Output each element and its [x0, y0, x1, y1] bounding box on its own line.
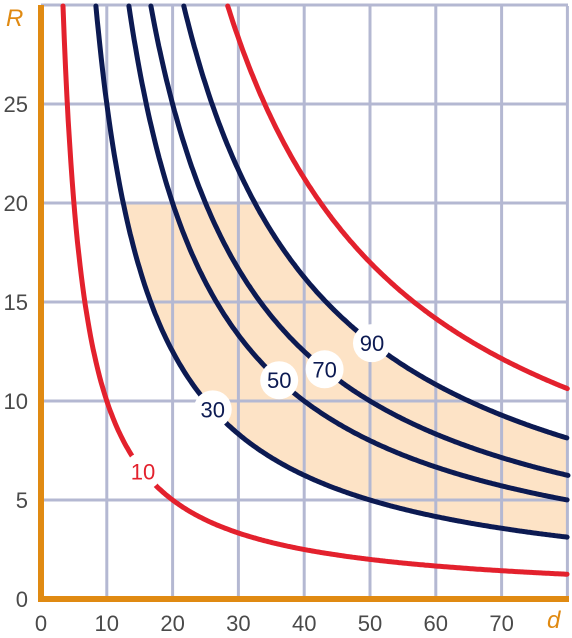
x-tick-label-70: 70 [489, 611, 513, 636]
y-tick-label-15: 15 [4, 290, 28, 315]
series-label-gap-70 [305, 350, 344, 389]
series-label-gap-10 [123, 452, 162, 491]
axes [38, 5, 569, 602]
x-tick-label-50: 50 [358, 611, 382, 636]
grid [41, 3, 569, 599]
x-tick-label-0: 0 [35, 611, 47, 636]
x-tick-label-40: 40 [292, 611, 316, 636]
y-tick-label-5: 5 [16, 488, 28, 513]
series-label-50: 50 [267, 368, 291, 393]
y-tick-label-20: 20 [4, 191, 28, 216]
x-tick-label-30: 30 [226, 611, 250, 636]
series-line-50 [126, 3, 570, 503]
x-tick-label-20: 20 [160, 611, 184, 636]
y-tick-label-10: 10 [4, 389, 28, 414]
curve-labels: 10 30 50 70 90 [123, 324, 391, 491]
series-label-gap-30 [193, 390, 232, 429]
series-label-30: 30 [200, 397, 224, 422]
series-label-gap-50 [260, 361, 299, 400]
x-tick-label-10: 10 [95, 611, 119, 636]
y-tick-label-25: 25 [4, 92, 28, 117]
series-label-90: 90 [360, 331, 384, 356]
y-axis-label: R [6, 5, 23, 32]
series-label-70: 70 [312, 357, 336, 382]
x-tick-label-60: 60 [424, 611, 448, 636]
y-tick-label-0: 0 [16, 587, 28, 612]
series-line-70 [148, 3, 571, 478]
curves [60, 3, 571, 577]
tick-labels: 0 10 20 30 40 50 60 70 0 5 10 15 20 25 [4, 92, 514, 636]
series-label-10: 10 [131, 459, 155, 484]
series-label-gap-90 [352, 324, 391, 363]
series-line-30 [93, 3, 570, 540]
series-line-boundary-5 [225, 3, 570, 392]
shaded-area [123, 203, 568, 538]
shaded-region [123, 203, 568, 538]
x-axis-label: d [547, 607, 561, 634]
